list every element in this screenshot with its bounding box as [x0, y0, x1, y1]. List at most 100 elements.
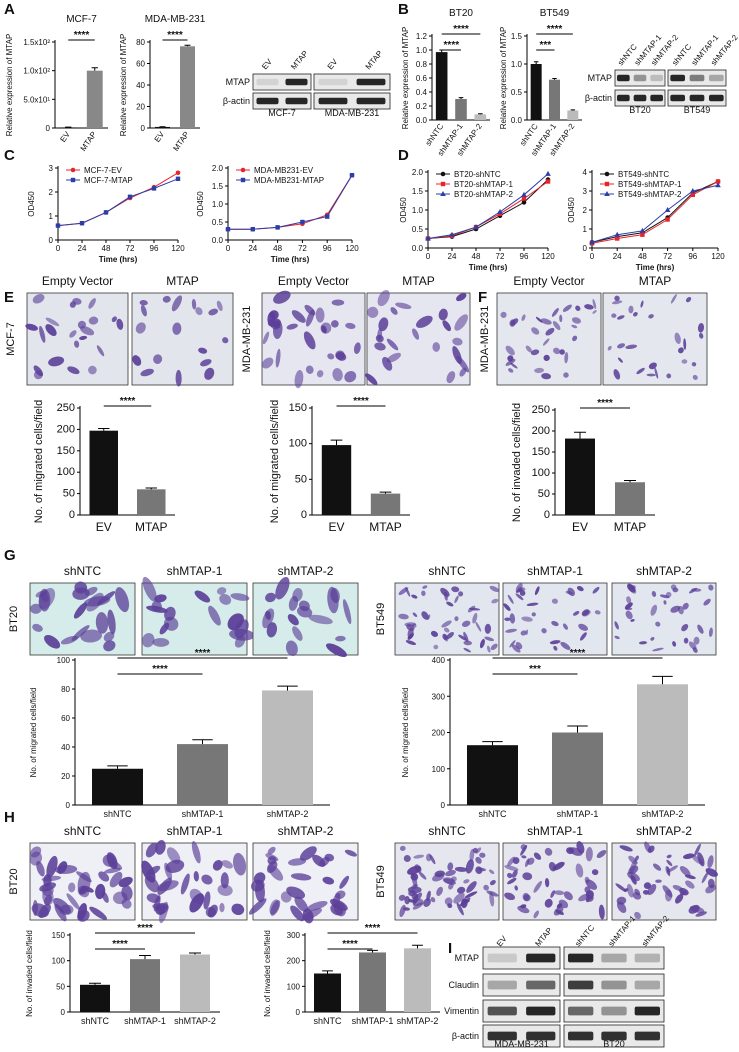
x-tick-label: 72: [298, 244, 307, 253]
cell: [430, 630, 438, 637]
cell: [614, 635, 620, 640]
cell: [662, 885, 673, 898]
blot-band: [285, 78, 308, 86]
blot-band: [526, 1006, 556, 1016]
significance-label: ****: [167, 30, 183, 41]
cell: [335, 350, 345, 360]
cell: [475, 866, 483, 874]
cell: [459, 367, 467, 377]
cell: [708, 627, 713, 638]
cell: [306, 900, 328, 911]
y-tick-label: 4: [583, 168, 588, 177]
y-tick-label: 0.5: [212, 218, 224, 227]
cell: [562, 304, 572, 312]
cell: [399, 845, 406, 851]
marker: [589, 239, 595, 245]
y-tick-label: 0.2: [416, 102, 428, 111]
cell: [544, 847, 553, 856]
cell: [203, 891, 211, 910]
micrograph-title: shMTAP-1: [527, 564, 583, 578]
cell: [423, 898, 432, 907]
bar: [467, 745, 518, 805]
cell: [617, 357, 623, 363]
y-tick-label: 2: [583, 206, 588, 215]
cell: [378, 317, 389, 332]
cell: [562, 623, 568, 630]
x-tick-label: 96: [688, 252, 697, 261]
cell: [634, 911, 641, 920]
cell: [265, 592, 276, 603]
legend-marker: [604, 191, 610, 196]
series-line: [591, 181, 719, 244]
cell: [219, 593, 232, 605]
x-tick-label: 24: [78, 244, 87, 253]
x-tick-label: 72: [663, 252, 672, 261]
cell: [275, 576, 290, 600]
cell: [551, 620, 559, 627]
cell: [116, 318, 124, 330]
blot-band: [708, 94, 724, 102]
blot-band: [617, 94, 630, 102]
error-bar: [184, 44, 191, 47]
cell: [305, 365, 314, 374]
blot-band: [568, 1031, 594, 1041]
bar: [262, 690, 313, 805]
cell: [290, 873, 312, 881]
cell: [515, 593, 524, 601]
cell: [367, 306, 379, 318]
x-tick-label: shMTAP-1: [182, 809, 224, 819]
y-tick-label: 50: [56, 982, 65, 991]
bar: [370, 493, 401, 515]
x-tick-label: EV: [572, 520, 588, 534]
cell: [412, 623, 417, 628]
cell: [695, 911, 707, 917]
cell: [688, 904, 700, 914]
x-axis-label: Time (hrs): [99, 255, 138, 264]
cell: [456, 293, 467, 302]
y-tick-label: 0.5: [412, 225, 424, 234]
cell: [638, 641, 648, 645]
y-tick-label: 100: [289, 438, 307, 450]
x-tick-label: shMTAP-1: [352, 1016, 394, 1026]
cell: [219, 902, 225, 913]
error-bar: [189, 952, 201, 955]
marker: [639, 227, 646, 233]
significance-label: ****: [74, 30, 90, 41]
cell: [504, 865, 519, 871]
cell: [111, 316, 117, 323]
y-tick-label: 1.5: [212, 182, 224, 191]
blot-band: [601, 1006, 627, 1016]
marker: [521, 191, 527, 197]
cell: [412, 892, 423, 904]
error-bar: [330, 439, 343, 446]
y-tick-label: 0.0: [511, 116, 523, 125]
cell: [650, 636, 655, 641]
cell: [421, 611, 429, 620]
cell: [416, 315, 433, 328]
cell: [25, 323, 38, 331]
cell: [591, 869, 599, 876]
cell: [398, 613, 409, 620]
cell: [626, 883, 634, 898]
y-tick-label: 250: [57, 402, 75, 414]
cell: [584, 304, 594, 310]
cell: [541, 628, 547, 634]
cell: [438, 308, 448, 321]
y-tick-label: 1.0x10²: [23, 67, 50, 76]
panel-letter: D: [398, 147, 409, 164]
marker: [545, 179, 551, 184]
cell: [572, 611, 580, 616]
cell: [655, 621, 661, 627]
significance-label: ****: [353, 396, 369, 407]
y-tick-label: 1.0: [416, 46, 428, 55]
error-bar: [574, 431, 586, 439]
cell: [201, 874, 213, 885]
cell: [705, 868, 718, 877]
cell: [454, 314, 468, 331]
cell: [585, 846, 593, 862]
cell: [422, 585, 428, 589]
bar: [86, 70, 103, 128]
cell: [625, 607, 633, 611]
marker: [497, 208, 503, 214]
cell: [592, 310, 597, 314]
